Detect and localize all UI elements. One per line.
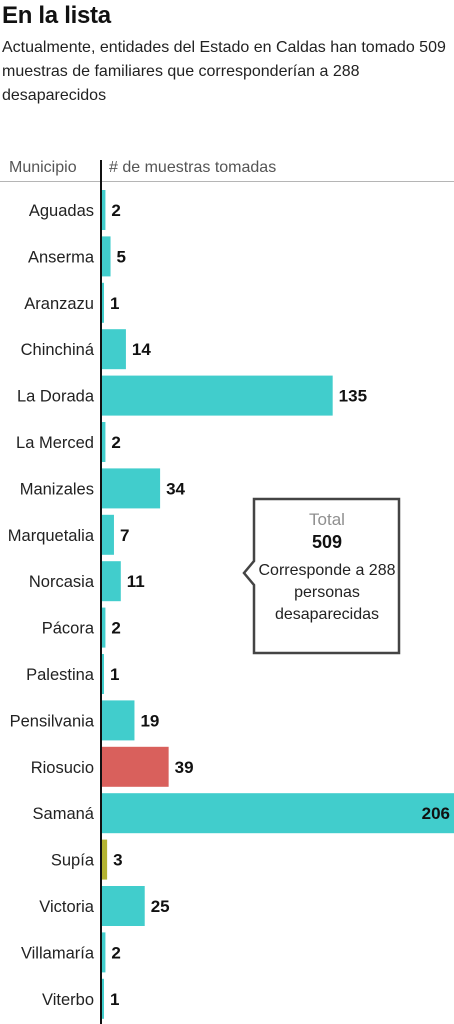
category-label: La Dorada xyxy=(17,388,95,406)
category-label: Manizales xyxy=(20,480,94,498)
value-label: 206 xyxy=(422,804,450,823)
value-label: 2 xyxy=(111,433,120,452)
bar-norcasia xyxy=(102,561,121,602)
bar-la-merced xyxy=(102,422,106,462)
bar-aguadas xyxy=(102,190,106,230)
category-label: Samaná xyxy=(33,805,95,823)
category-label: Aguadas xyxy=(29,202,94,220)
category-label: Villamaría xyxy=(21,944,95,962)
value-label: 1 xyxy=(110,665,119,684)
category-label: Aranzazu xyxy=(24,295,94,313)
bar-villamaría xyxy=(102,932,106,973)
category-label: Supía xyxy=(51,852,95,870)
value-label: 7 xyxy=(120,526,129,545)
bar-supía xyxy=(102,839,108,880)
category-label: Pensilvania xyxy=(10,712,95,730)
category-label: Viterbo xyxy=(42,991,94,1009)
callout-note: Corresponde a 288 personas desaparecidas xyxy=(258,562,396,623)
header-rule xyxy=(0,181,454,182)
category-label: Anserma xyxy=(28,248,95,266)
bar-anserma xyxy=(102,236,111,277)
callout-label: Total xyxy=(309,510,345,529)
category-label: Victoria xyxy=(39,898,95,916)
category-label: Norcasia xyxy=(29,573,95,591)
value-label: 2 xyxy=(111,201,120,220)
value-label: 19 xyxy=(140,711,159,730)
chart-subtitle: Actualmente, entidades del Estado en Cal… xyxy=(2,39,446,104)
bar-aranzazu xyxy=(102,282,104,323)
value-label: 25 xyxy=(151,897,170,916)
bar-chinchiná xyxy=(102,329,126,370)
chart-title: En la lista xyxy=(2,2,111,29)
bar-la-dorada xyxy=(102,375,333,416)
column-header-municipio: Municipio xyxy=(9,159,77,176)
bar-pensilvania xyxy=(102,700,135,741)
category-label: Chinchiná xyxy=(21,341,95,359)
bar-riosucio xyxy=(102,746,169,787)
value-label: 1 xyxy=(110,990,119,1009)
category-label: Palestina xyxy=(26,666,95,684)
bar-pácora xyxy=(102,607,106,648)
category-label: Pácora xyxy=(42,620,95,638)
total-callout: Total 509 Corresponde a 288 personas des… xyxy=(242,497,401,655)
column-header-muestras: # de muestras tomadas xyxy=(109,159,277,176)
callout-frame xyxy=(242,497,401,655)
value-label: 34 xyxy=(166,479,185,498)
bar-samaná xyxy=(102,793,454,834)
value-label: 3 xyxy=(113,851,122,870)
category-label: Marquetalia xyxy=(8,527,95,545)
value-label: 14 xyxy=(132,340,151,359)
value-label: 2 xyxy=(111,619,120,638)
value-label: 5 xyxy=(117,247,126,266)
callout-value: 509 xyxy=(311,532,343,552)
value-label: 2 xyxy=(111,943,120,962)
bar-marquetalia xyxy=(102,514,114,555)
bar-victoria xyxy=(102,886,145,926)
value-label: 135 xyxy=(339,387,367,406)
bar-palestina xyxy=(102,654,104,694)
bar-viterbo xyxy=(102,978,104,1019)
category-label: Riosucio xyxy=(31,759,94,777)
category-label: La Merced xyxy=(16,434,94,452)
value-label: 39 xyxy=(175,758,194,777)
value-label: 1 xyxy=(110,294,119,313)
bar-manizales xyxy=(102,468,161,509)
value-label: 11 xyxy=(127,572,145,591)
